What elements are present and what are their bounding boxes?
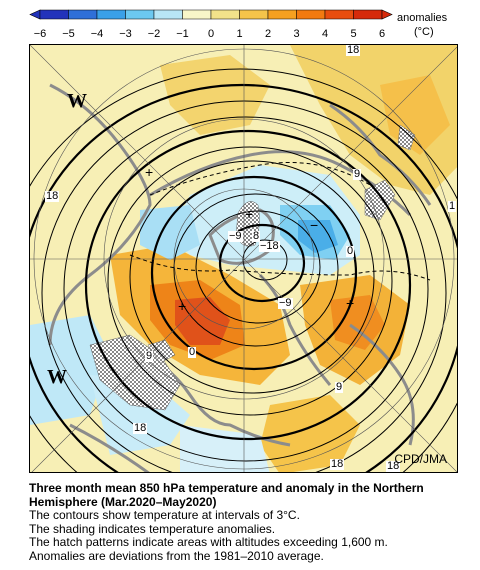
cool-anomaly-south <box>180 425 270 472</box>
contour-label: 18 <box>386 460 401 472</box>
colorbar-arrow-right <box>381 9 393 20</box>
cold-marker: − <box>310 217 319 233</box>
zero-anomaly-line <box>129 162 431 281</box>
legend-label-line2: (°C) <box>414 26 434 38</box>
caption-line: The shading indicates temperature anomal… <box>29 521 276 536</box>
caption-line: The hatch patterns indicate areas with a… <box>29 535 388 549</box>
warm-marker: + <box>245 206 254 222</box>
w-label: W <box>47 366 67 388</box>
warm-marker: + <box>178 298 187 314</box>
colorbar-tick-label: 5 <box>350 28 356 40</box>
caption-line: The contours show temperature at interva… <box>29 508 300 522</box>
contour-label: 0 <box>188 346 197 358</box>
contour-label: −18 <box>259 240 280 252</box>
contour-label: 9 <box>145 350 154 362</box>
anomaly-colorbar: −6 −5 −4 −3 −2 −1 0 1 2 3 4 5 6 anomalies (°C) <box>29 9 448 40</box>
colorbar-swatch <box>353 9 383 20</box>
colorbar-swatch <box>125 9 155 20</box>
colorbar-tick-label: −2 <box>148 28 161 40</box>
colorbar-swatch <box>296 9 326 20</box>
contour-label: 18 <box>330 458 345 470</box>
colorbar-arrow-left <box>29 9 41 20</box>
colorbar-tick-label: 6 <box>379 28 385 40</box>
temperature-contours-bold <box>30 83 457 472</box>
caption-title: Three month mean 850 hPa temperature and… <box>29 481 424 509</box>
figure-caption: Three month mean 850 hPa temperature and… <box>29 481 469 563</box>
contour-label: 0 <box>346 245 355 257</box>
colorbar-swatch <box>153 9 183 20</box>
colorbar-tick-label: 4 <box>322 28 328 40</box>
contour-label-center: 8 <box>252 230 261 242</box>
contour-label: −9 <box>228 230 243 242</box>
contour-label: 18 <box>45 190 60 202</box>
colorbar-tick-label: 1 <box>236 28 242 40</box>
warm-marker: + <box>145 164 154 180</box>
colorbar-swatch <box>39 9 69 20</box>
colorbar-tick-label: −5 <box>62 28 75 40</box>
colorbar-tick-label: −4 <box>91 28 104 40</box>
colorbar-tick-label: −3 <box>119 28 132 40</box>
colorbar-swatch <box>267 9 297 20</box>
cool-anomaly-peak <box>298 220 338 253</box>
colorbar-swatch <box>182 9 212 20</box>
contour-label: 1 <box>448 200 457 212</box>
caption-line: Anomalies are deviations from the 1981–2… <box>29 548 324 563</box>
colorbar-tick-label: 2 <box>265 28 271 40</box>
contour-label: 9 <box>335 381 344 393</box>
warm-marker: + <box>346 295 355 311</box>
warm-anomaly-northeast <box>380 75 450 155</box>
colorbar-swatch <box>239 9 269 20</box>
hatch-iran <box>147 339 176 364</box>
credit-label: CPD/JMA <box>394 452 447 466</box>
legend-label-line1: anomalies <box>397 12 448 24</box>
polar-stereographic-map: 18 18 9 0 −9 −18 18 9 0 −9 9 18 1 18 8 +… <box>29 44 458 473</box>
colorbar-swatch <box>324 9 354 20</box>
contour-label: 9 <box>353 168 362 180</box>
colorbar-swatch <box>68 9 98 20</box>
warm-siberia-core <box>330 295 385 350</box>
colorbar-tick-label: 0 <box>208 28 214 40</box>
colorbar-swatch <box>210 9 240 20</box>
colorbar-tick-label: −6 <box>34 28 47 40</box>
latlon-grid <box>30 45 457 472</box>
contour-label: 18 <box>133 422 148 434</box>
colorbar-swatch <box>96 9 126 20</box>
contour-label: 18 <box>346 44 361 56</box>
colorbar-tick-label: 3 <box>293 28 299 40</box>
contour-label: −9 <box>278 297 293 309</box>
w-label: W <box>67 90 87 112</box>
colorbar-tick-label: −1 <box>176 28 189 40</box>
hatch-rockies <box>397 124 416 151</box>
